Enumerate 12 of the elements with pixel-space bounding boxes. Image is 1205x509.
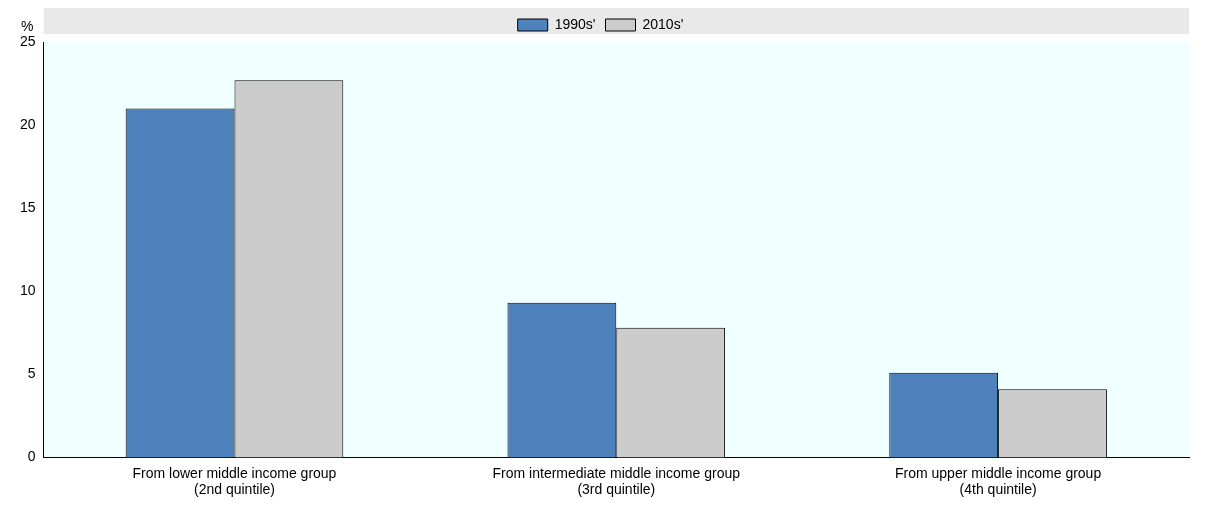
x-tick-label: From upper middle income group (4th quintile) [894,464,1102,498]
y-tick-label: 25 [19,32,36,49]
y-tick-label: 10 [19,282,36,299]
y-tick-label: 15 [19,199,36,216]
x-tick-label: From intermediate middle income group (3rd quintile) [492,464,741,498]
legend-label: 1990s' [554,15,596,32]
y-axis-title: % [21,17,34,34]
y-tick-label: 5 [27,365,36,382]
y-tick-label: 20 [19,115,36,132]
x-tick-label: From lower middle income group (2nd quintile) [132,464,337,498]
y-tick-label: 0 [27,448,36,465]
legend-label: 2010s' [642,15,684,32]
